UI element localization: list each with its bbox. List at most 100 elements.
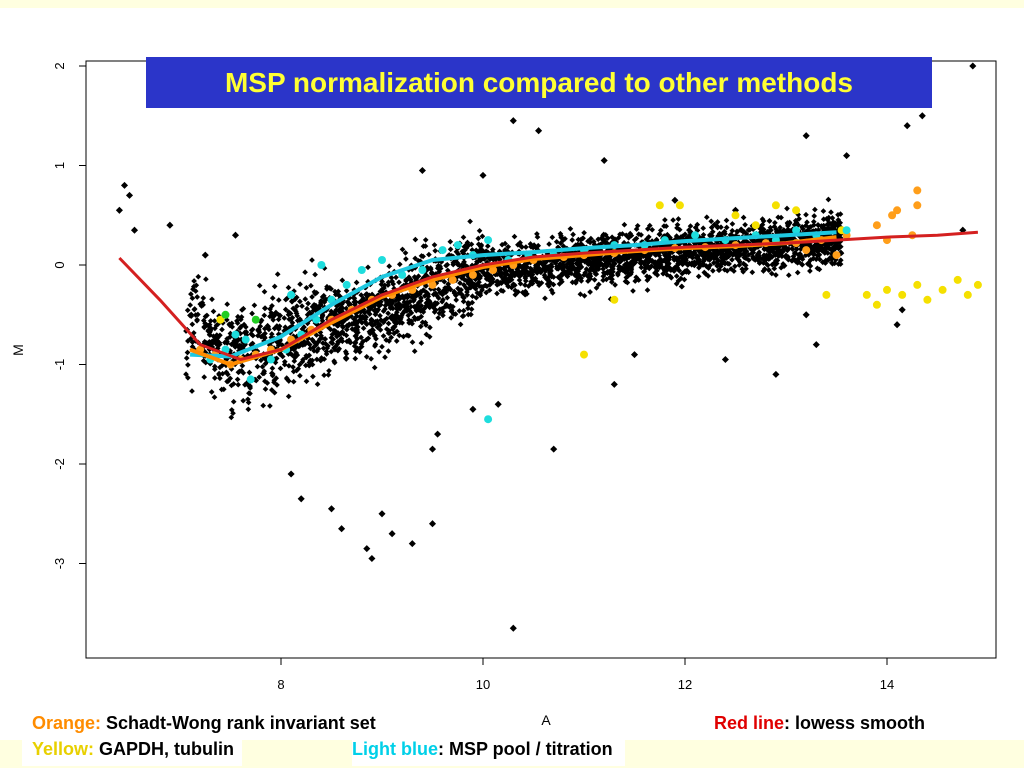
background-point xyxy=(405,332,412,339)
background-point xyxy=(444,294,451,301)
background-point xyxy=(675,216,682,222)
background-point xyxy=(771,260,778,266)
background-point xyxy=(328,286,334,292)
background-point xyxy=(825,196,832,203)
data-point xyxy=(479,171,487,179)
background-point xyxy=(502,266,508,273)
background-point xyxy=(269,295,276,301)
background-point xyxy=(515,272,522,279)
background-point xyxy=(612,282,618,288)
background-point xyxy=(617,231,623,238)
background-point xyxy=(448,308,455,315)
background-point xyxy=(760,268,767,274)
background-point xyxy=(494,278,501,285)
background-point xyxy=(751,245,757,252)
background-point xyxy=(483,276,490,282)
background-point xyxy=(662,256,669,262)
background-point xyxy=(542,263,549,270)
background-point xyxy=(312,271,318,278)
data-point xyxy=(494,400,502,408)
background-point xyxy=(444,303,450,310)
background-point xyxy=(435,315,442,321)
data-point xyxy=(913,201,922,210)
background-point xyxy=(376,321,382,328)
background-point xyxy=(202,313,209,320)
background-point xyxy=(423,331,430,338)
background-point xyxy=(402,250,409,256)
background-point xyxy=(426,333,433,340)
background-point xyxy=(290,378,297,385)
background-point xyxy=(644,264,651,270)
background-point xyxy=(354,327,361,333)
background-point xyxy=(726,261,732,267)
background-point xyxy=(201,323,208,330)
background-point xyxy=(381,285,387,291)
background-point xyxy=(445,281,452,287)
data-point xyxy=(125,191,134,199)
legend-red: Red line: lowess smooth xyxy=(714,713,925,734)
background-point xyxy=(311,301,317,308)
background-point xyxy=(221,339,228,346)
background-point xyxy=(591,260,598,267)
background-point xyxy=(702,249,708,256)
background-point xyxy=(275,316,282,323)
background-point xyxy=(368,317,375,324)
background-point xyxy=(697,250,704,257)
data-point xyxy=(630,351,639,359)
background-point xyxy=(754,256,761,263)
data-point xyxy=(266,355,275,364)
background-point xyxy=(358,297,365,304)
background-point xyxy=(465,311,472,318)
background-point xyxy=(743,255,749,262)
background-point xyxy=(638,264,645,271)
background-point xyxy=(203,276,209,283)
background-point xyxy=(460,234,467,241)
background-point xyxy=(686,233,692,240)
data-point xyxy=(802,311,810,319)
background-point xyxy=(255,326,262,333)
background-point xyxy=(718,254,725,261)
background-point xyxy=(344,338,350,345)
data-point xyxy=(872,221,881,230)
background-point xyxy=(709,232,715,239)
background-point xyxy=(396,279,402,286)
background-point xyxy=(477,257,484,264)
background-point xyxy=(682,268,689,274)
data-point xyxy=(231,330,240,339)
data-point xyxy=(898,290,907,299)
background-point xyxy=(432,247,439,254)
background-point xyxy=(258,317,265,324)
background-point xyxy=(549,234,556,241)
background-point xyxy=(812,206,818,213)
background-point xyxy=(554,263,560,270)
background-point xyxy=(803,211,809,218)
background-point xyxy=(269,371,276,377)
background-point xyxy=(352,355,359,362)
background-point xyxy=(249,310,255,317)
background-point xyxy=(431,242,438,248)
background-point xyxy=(656,231,663,238)
background-point xyxy=(228,382,235,389)
background-point xyxy=(719,230,726,237)
background-point xyxy=(290,364,296,370)
background-point xyxy=(393,338,400,344)
background-point xyxy=(422,243,429,249)
background-point xyxy=(692,224,699,231)
background-point xyxy=(771,223,778,230)
background-point xyxy=(662,266,669,272)
background-point xyxy=(385,320,392,327)
background-point xyxy=(736,262,743,268)
background-point xyxy=(794,269,801,276)
background-point xyxy=(387,304,394,311)
background-point xyxy=(723,255,730,261)
data-point xyxy=(550,445,558,453)
x-tick-label: 12 xyxy=(678,677,692,692)
background-point xyxy=(678,275,684,282)
background-point xyxy=(468,281,475,287)
background-point xyxy=(265,324,272,330)
background-point xyxy=(487,281,493,288)
background-point xyxy=(789,246,796,253)
data-point xyxy=(883,285,891,294)
background-point xyxy=(290,305,297,312)
